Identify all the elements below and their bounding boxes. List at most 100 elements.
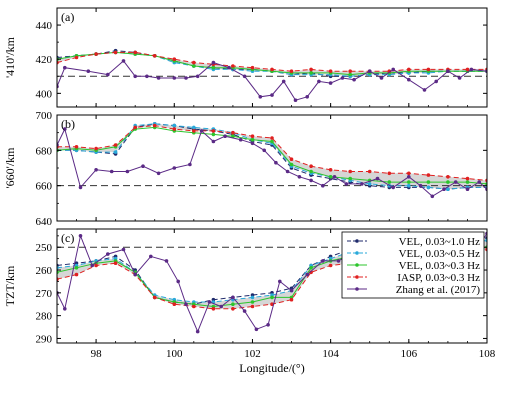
y-tick-label: 280 — [36, 311, 53, 323]
panel-a: 400 420 440 '410'/km (a) — [3, 7, 488, 108]
data-point — [195, 329, 200, 334]
data-point — [211, 132, 216, 137]
data-point — [270, 139, 274, 144]
data-point — [238, 137, 243, 142]
data-point — [113, 150, 118, 154]
x-tick-label: 104 — [322, 348, 339, 360]
data-point — [266, 323, 270, 327]
data-point — [250, 141, 255, 146]
data-point — [407, 67, 411, 72]
data-point — [250, 134, 255, 138]
data-point — [63, 127, 67, 131]
data-point — [407, 171, 411, 176]
data-point — [63, 307, 67, 311]
data-point — [426, 67, 431, 72]
data-point — [176, 279, 180, 284]
data-point — [367, 169, 372, 174]
data-point — [465, 67, 470, 72]
data-point — [407, 77, 411, 82]
data-point — [305, 95, 310, 99]
data-point — [321, 259, 325, 263]
panel-label: (c) — [61, 231, 74, 245]
x-tick-label: 102 — [244, 348, 261, 360]
data-point — [434, 79, 439, 84]
data-point — [149, 254, 153, 259]
legend-entry: Zhang et al. (2017) — [396, 284, 481, 296]
y-tick-label: 700 — [36, 110, 53, 122]
data-point — [289, 297, 294, 302]
data-point — [407, 183, 411, 188]
legend-marker — [355, 287, 359, 291]
data-point — [141, 164, 145, 168]
data-point — [231, 302, 235, 307]
data-point — [231, 307, 235, 311]
data-point — [152, 295, 157, 300]
data-point — [211, 139, 216, 144]
uncertainty-band — [57, 123, 487, 190]
data-point — [387, 180, 392, 184]
data-point — [270, 93, 274, 97]
data-point — [219, 304, 223, 309]
data-point — [422, 88, 427, 92]
data-point — [254, 327, 259, 332]
data-point — [278, 279, 282, 284]
series-line-1 — [57, 239, 487, 303]
data-point — [250, 65, 255, 70]
data-point — [94, 52, 98, 56]
y-axis-label: TZT/km — [3, 265, 17, 306]
data-point — [285, 169, 290, 174]
plot-area — [57, 122, 487, 199]
data-point — [348, 176, 353, 181]
data-point — [250, 137, 255, 142]
panel-label: (a) — [61, 10, 74, 24]
data-point — [121, 59, 126, 63]
data-point — [321, 183, 325, 188]
data-point — [164, 259, 169, 263]
data-point — [106, 72, 110, 77]
data-point — [289, 162, 294, 167]
data-point — [211, 307, 216, 311]
legend-entry: VEL, 0.03~0.5 Hz — [399, 248, 481, 260]
data-point — [192, 125, 196, 130]
data-point — [477, 180, 482, 184]
y-tick-label: 400 — [36, 88, 53, 100]
data-point — [465, 176, 470, 181]
y-tick-label: 260 — [36, 265, 53, 277]
y-tick-label: 250 — [36, 242, 53, 254]
data-point — [172, 57, 177, 61]
data-point — [121, 247, 126, 252]
panel-label: (b) — [61, 117, 75, 131]
data-point — [172, 76, 177, 80]
series-line-0 — [57, 123, 487, 190]
x-axis-label: Longitude/(°) — [239, 361, 304, 375]
data-point — [94, 168, 98, 172]
data-point — [133, 125, 137, 130]
data-point — [426, 173, 431, 177]
data-point — [133, 74, 137, 79]
legend-entry: VEL, 0.03~0.3 Hz — [399, 260, 481, 272]
data-point — [125, 169, 130, 174]
data-point — [199, 129, 204, 133]
data-point — [418, 183, 423, 188]
y-tick-label: 440 — [36, 20, 53, 32]
series-line-3 — [57, 125, 487, 181]
data-point — [78, 234, 83, 238]
data-point — [332, 175, 337, 179]
data-point — [90, 263, 94, 268]
data-point — [231, 134, 235, 138]
data-point — [317, 79, 321, 84]
data-point — [367, 69, 372, 73]
data-point — [113, 143, 118, 147]
y-axis-label: '410'/km — [3, 36, 17, 78]
data-point — [195, 74, 200, 79]
x-tick-label: 98 — [91, 348, 103, 360]
data-point — [86, 69, 91, 73]
data-point — [172, 166, 177, 170]
data-point — [309, 178, 313, 183]
data-point — [250, 300, 255, 304]
data-point — [74, 272, 79, 277]
data-point — [387, 171, 392, 176]
data-point — [360, 182, 364, 186]
data-point — [293, 98, 298, 102]
